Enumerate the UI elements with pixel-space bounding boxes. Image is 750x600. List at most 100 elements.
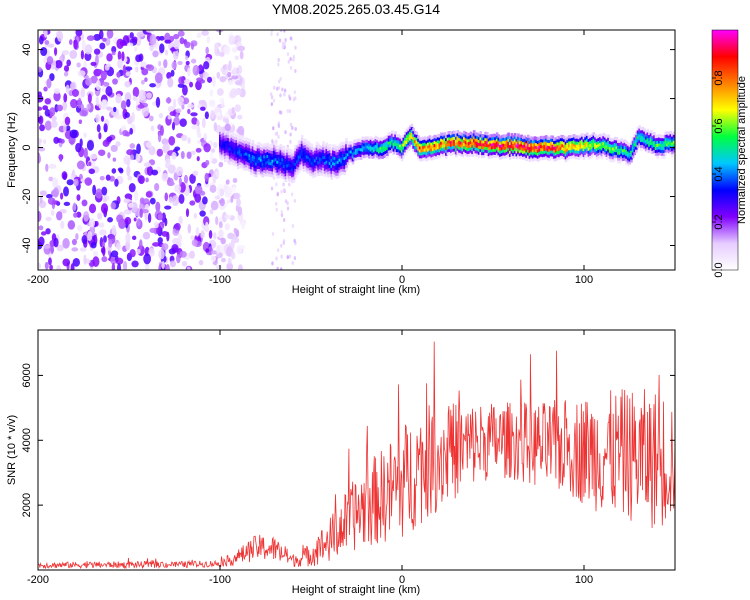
spectrogram-cell-3149: [605, 150, 609, 155]
spectrogram-cell-3113: [597, 140, 600, 144]
spectrogram-cell-2551: [482, 148, 486, 153]
spectrogram-cell-2042: [376, 151, 379, 155]
spectrogram-cell-3457: [672, 140, 675, 144]
spectrogram-cell-425: [38, 211, 42, 222]
spectrogram-cell-2075: [382, 136, 386, 141]
spectrogram-cell-830: [218, 97, 224, 104]
spectrogram-cell-1837: [335, 175, 338, 179]
spectrogram-cell-1854: [336, 157, 340, 161]
spectrogram-cell-1019: [270, 186, 274, 191]
spectrogram-cell-3106: [595, 138, 599, 143]
spectrogram-cell-2406: [453, 148, 456, 152]
spectrogram-cell-818: [83, 254, 87, 265]
spectrogram-cell-1338: [259, 170, 263, 174]
spectrogram-cell-2894: [553, 155, 556, 159]
spectrogram-cell-762: [46, 55, 54, 65]
spectrogram-cell-3127: [600, 146, 604, 151]
spectrogram-cell-2165: [404, 151, 407, 156]
spectrogram-cell-1613: [300, 155, 304, 159]
spectrogram-cell-1896: [343, 159, 347, 163]
spectrogram-cell-3302: [638, 131, 641, 135]
spectrogram-cell-65: [167, 106, 175, 113]
spectrogram-cell-1712: [315, 156, 319, 160]
spectrogram-cell-258: [62, 258, 71, 267]
spectrogram-cell-883: [122, 64, 126, 76]
spectrogram-cell-1217: [241, 165, 245, 170]
spectrogram-cell-2485: [469, 152, 473, 156]
spectrogram-cell-2363: [443, 135, 447, 139]
spectrogram-cell-1095: [222, 141, 225, 145]
spectrogram-cell-1780: [325, 145, 329, 149]
spectrogram-cell-383: [168, 196, 173, 204]
spectrogram-cell-354: [98, 222, 105, 228]
spectrogram-cell-1690: [312, 165, 315, 170]
spectrogram-cell-1640: [304, 144, 307, 149]
spectrogram-cell-863: [40, 231, 47, 236]
spectrogram-cell-1068: [289, 132, 292, 137]
spectrogram-cell-2089: [386, 137, 389, 142]
spectrogram-cell-798: [38, 111, 41, 118]
spectrogram-cell-2018: [369, 136, 373, 140]
spectrogram-cell-1825: [332, 144, 335, 148]
spectrogram-cell-1300: [253, 152, 256, 157]
snr-y-label: SNR (10 * v/v): [6, 415, 18, 485]
spectrogram-cell-1725: [317, 152, 320, 156]
spectrogram-cell-457: [236, 244, 243, 255]
spectrogram-cell-3197: [615, 148, 618, 153]
spectrogram-cell-2138: [397, 139, 401, 144]
spectrogram-cell-916: [139, 208, 143, 218]
spectrogram-cell-2742: [522, 153, 525, 157]
spectrogram-cell-1302: [253, 146, 256, 151]
spectrogram-cell-2713: [515, 144, 519, 148]
spectrogram-cell-1586: [295, 151, 299, 155]
spectrogram-cell-1776: [325, 157, 329, 161]
spectrogram-cell-895: [102, 37, 107, 42]
spectrogram-cell-2545: [481, 142, 484, 147]
spectrogram-cell-718: [227, 71, 232, 78]
spectrogram-cell-2899: [553, 140, 556, 144]
spectrogram-cell-3203: [617, 157, 620, 161]
spectrogram-cell-2999: [574, 150, 578, 154]
spectrogram-cell-1204: [238, 138, 242, 142]
spectrogram-cell-2277: [427, 156, 430, 161]
spectrogram-cell-897: [73, 178, 79, 187]
spectrogram-cell-927: [52, 187, 59, 198]
spectrogram-cell-2933: [561, 155, 564, 159]
spectrogram-cell-795: [95, 114, 100, 123]
spectrogram-cell-2468: [464, 131, 468, 136]
spectrogram-cell-2862: [546, 154, 550, 158]
spectrogram-cell-1014: [291, 261, 294, 266]
spectrogram-cell-1413: [269, 144, 273, 148]
spectrogram-cell-1900: [343, 147, 347, 152]
spectrogram-cell-1395: [268, 164, 271, 168]
spectrogram-cell-1907: [345, 155, 348, 159]
spectrogram-cell-765: [75, 233, 79, 240]
spectrogram-cell-591: [191, 124, 199, 130]
spectrogram-cell-861: [39, 196, 43, 204]
spectrogram-cell-2495: [471, 147, 474, 152]
spectrogram-cell-2538: [479, 136, 483, 141]
spectrogram-cell-2418: [454, 139, 458, 143]
spectrogram-cell-3227: [621, 154, 625, 159]
spectrogram-cell-736: [123, 155, 131, 165]
spectrogram-cell-3344: [648, 143, 651, 147]
spectrogram-cell-839: [183, 78, 192, 85]
spectrogram-cell-2400: [451, 142, 455, 147]
spectrogram-cell-2651: [502, 137, 505, 141]
spectrogram-cell-2164: [402, 134, 406, 138]
spectrogram-cell-1029: [274, 131, 278, 136]
spectrogram-cell-331: [232, 185, 236, 194]
spectrogram-cell-952: [286, 52, 290, 57]
spectrogram-cell-1537: [289, 172, 293, 176]
spectrogram-cell-1909: [345, 149, 348, 154]
spectrogram-cell-1526: [287, 172, 291, 176]
spectrogram-cell-1660: [307, 153, 311, 157]
spectrogram-cell-1864: [338, 158, 342, 162]
spectrogram-cell-1625: [302, 156, 306, 161]
spectrogram-cell-1522: [286, 149, 289, 153]
spectrogram-cell-2529: [477, 142, 481, 146]
spectrogram-cell-1266: [248, 150, 252, 155]
spectrogram-cell-1423: [271, 147, 275, 151]
spectrogram-cell-2068: [381, 138, 384, 142]
